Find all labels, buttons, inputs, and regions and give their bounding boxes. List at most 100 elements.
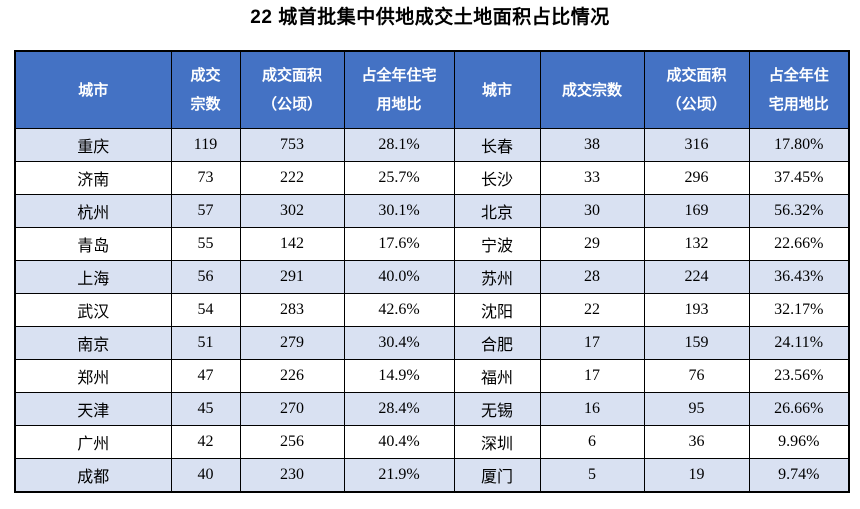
cell-city: 长沙 [453, 161, 541, 195]
cell-area: 132 [643, 227, 750, 261]
cell-area: 753 [239, 128, 345, 162]
cell-residential-share: 23.56% [748, 359, 850, 393]
table-header: 城市 成交 宗数 成交面积 （公顷） 占全年住宅 用地比 城市 成交宗数 成交面积 （公… [14, 50, 850, 129]
cell-residential-share: 32.17% [748, 293, 850, 327]
cell-deal-count: 29 [539, 227, 645, 261]
header-cell: 成交宗数 [170, 50, 241, 129]
cell-residential-share: 37.45% [748, 161, 850, 195]
cell-deal-count: 33 [539, 161, 645, 195]
cell-residential-share: 40.0% [343, 260, 455, 294]
cell-city: 广州 [14, 425, 172, 459]
cell-area: 36 [643, 425, 750, 459]
cell-city: 宁波 [453, 227, 541, 261]
cell-deal-count: 119 [170, 128, 241, 162]
table-row: 南京 51 279 30.4% 合肥 17 159 24.11% [14, 326, 850, 360]
header-cell: 城市 [14, 50, 172, 129]
cell-residential-share: 25.7% [343, 161, 455, 195]
cell-city: 无锡 [453, 392, 541, 426]
cell-deal-count: 56 [170, 260, 241, 294]
cell-city: 成都 [14, 458, 172, 493]
cell-city: 北京 [453, 194, 541, 228]
table-row: 成都 40 230 21.9% 厦门 5 19 9.74% [14, 458, 850, 493]
cell-deal-count: 57 [170, 194, 241, 228]
cell-residential-share: 22.66% [748, 227, 850, 261]
cell-area: 283 [239, 293, 345, 327]
cell-city: 天津 [14, 392, 172, 426]
header-cell: 占全年住宅用地比 [748, 50, 850, 129]
table-row: 广州 42 256 40.4% 深圳 6 36 9.96% [14, 425, 850, 459]
cell-deal-count: 55 [170, 227, 241, 261]
cell-area: 230 [239, 458, 345, 493]
cell-deal-count: 17 [539, 359, 645, 393]
cell-deal-count: 51 [170, 326, 241, 360]
cell-area: 279 [239, 326, 345, 360]
cell-city: 杭州 [14, 194, 172, 228]
cell-residential-share: 9.74% [748, 458, 850, 493]
cell-area: 76 [643, 359, 750, 393]
cell-area: 19 [643, 458, 750, 493]
cell-deal-count: 54 [170, 293, 241, 327]
table-row: 青岛 55 142 17.6% 宁波 29 132 22.66% [14, 227, 850, 261]
cell-city: 厦门 [453, 458, 541, 493]
cell-residential-share: 24.11% [748, 326, 850, 360]
cell-city: 苏州 [453, 260, 541, 294]
cell-residential-share: 17.6% [343, 227, 455, 261]
cell-area: 142 [239, 227, 345, 261]
header-cell: 成交面积 （公顷） [239, 50, 345, 129]
cell-area: 226 [239, 359, 345, 393]
cell-area: 270 [239, 392, 345, 426]
cell-city: 合肥 [453, 326, 541, 360]
cell-deal-count: 42 [170, 425, 241, 459]
header-cell: 成交宗数 [539, 50, 645, 129]
cell-area: 193 [643, 293, 750, 327]
cell-residential-share: 17.80% [748, 128, 850, 162]
cell-residential-share: 30.4% [343, 326, 455, 360]
cell-city: 沈阳 [453, 293, 541, 327]
cell-area: 316 [643, 128, 750, 162]
cell-residential-share: 40.4% [343, 425, 455, 459]
cell-deal-count: 45 [170, 392, 241, 426]
cell-deal-count: 38 [539, 128, 645, 162]
cell-area: 222 [239, 161, 345, 195]
cell-deal-count: 16 [539, 392, 645, 426]
table-row: 重庆 119 753 28.1% 长春 38 316 17.80% [14, 128, 850, 162]
table-body: 重庆 119 753 28.1% 长春 38 316 17.80% 济南 73 … [14, 128, 850, 493]
cell-deal-count: 30 [539, 194, 645, 228]
cell-deal-count: 17 [539, 326, 645, 360]
cell-city: 福州 [453, 359, 541, 393]
table-row: 天津 45 270 28.4% 无锡 16 95 26.66% [14, 392, 850, 426]
cell-area: 291 [239, 260, 345, 294]
table-row: 郑州 47 226 14.9% 福州 17 76 23.56% [14, 359, 850, 393]
land-supply-table: 城市 成交 宗数 成交面积 （公顷） 占全年住宅 用地比 城市 成交宗数 成交面积 （公… [14, 50, 850, 493]
header-cell: 城市 [453, 50, 541, 129]
cell-residential-share: 56.32% [748, 194, 850, 228]
cell-city: 上海 [14, 260, 172, 294]
cell-residential-share: 21.9% [343, 458, 455, 493]
cell-area: 302 [239, 194, 345, 228]
cell-residential-share: 14.9% [343, 359, 455, 393]
cell-deal-count: 22 [539, 293, 645, 327]
table-row: 上海 56 291 40.0% 苏州 28 224 36.43% [14, 260, 850, 294]
table-row: 济南 73 222 25.7% 长沙 33 296 37.45% [14, 161, 850, 195]
cell-residential-share: 30.1% [343, 194, 455, 228]
cell-residential-share: 28.1% [343, 128, 455, 162]
table-row: 杭州 57 302 30.1% 北京 30 169 56.32% [14, 194, 850, 228]
table-row: 武汉 54 283 42.6% 沈阳 22 193 32.17% [14, 293, 850, 327]
cell-city: 郑州 [14, 359, 172, 393]
page-title: 22 城首批集中供地成交土地面积占比情况 [250, 7, 610, 28]
cell-area: 224 [643, 260, 750, 294]
cell-city: 长春 [453, 128, 541, 162]
cell-area: 256 [239, 425, 345, 459]
cell-deal-count: 73 [170, 161, 241, 195]
cell-residential-share: 42.6% [343, 293, 455, 327]
cell-residential-share: 28.4% [343, 392, 455, 426]
cell-city: 武汉 [14, 293, 172, 327]
cell-city: 青岛 [14, 227, 172, 261]
cell-city: 济南 [14, 161, 172, 195]
cell-deal-count: 28 [539, 260, 645, 294]
header-cell: 成交面积 （公顷） [643, 50, 750, 129]
header-cell: 占全年住宅用地比 [343, 50, 455, 129]
cell-residential-share: 36.43% [748, 260, 850, 294]
cell-deal-count: 5 [539, 458, 645, 493]
cell-residential-share: 9.96% [748, 425, 850, 459]
